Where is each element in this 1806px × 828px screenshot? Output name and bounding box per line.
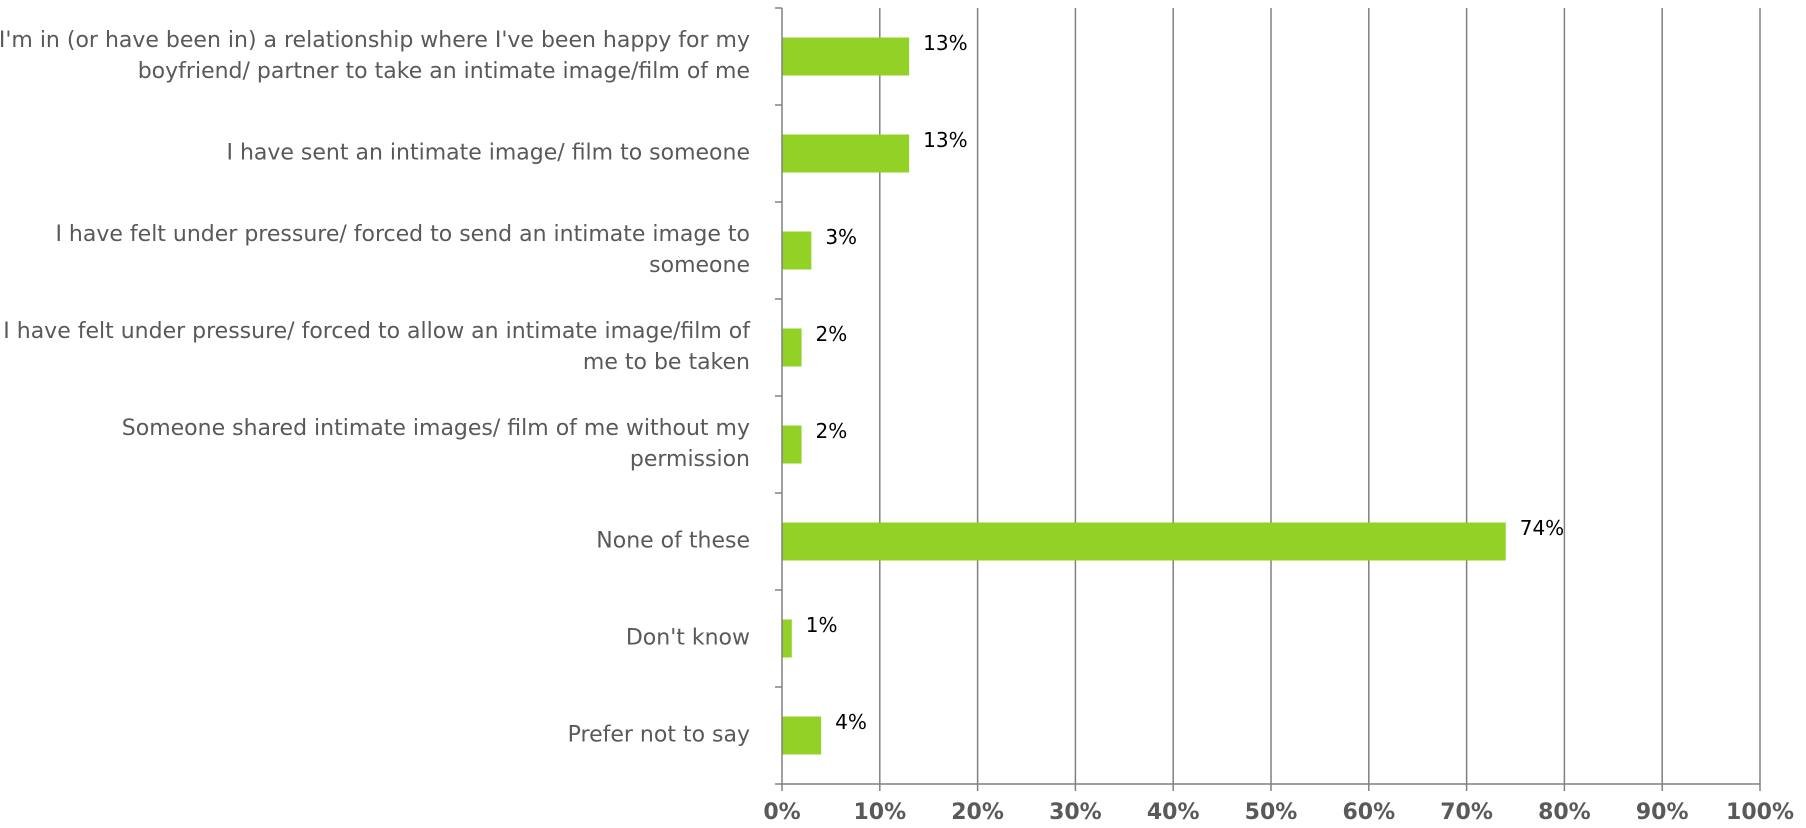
category-label-line: someone xyxy=(649,253,750,278)
axes xyxy=(775,7,1761,791)
category-label-line: Don't know xyxy=(626,626,750,651)
category-label-line: None of these xyxy=(596,529,750,554)
category-label-line: I'm in (or have been in) a relationship … xyxy=(0,28,750,53)
category-label: I'm in (or have been in) a relationship … xyxy=(0,28,750,84)
data-label: 74% xyxy=(1520,516,1564,540)
category-label: I have felt under pressure/ forced to al… xyxy=(3,319,751,375)
category-label: Don't know xyxy=(626,626,750,651)
x-tick-label: 0% xyxy=(763,800,800,825)
x-tick-label: 50% xyxy=(1245,800,1298,825)
category-label-line: Prefer not to say xyxy=(568,723,750,748)
data-label: 13% xyxy=(923,31,967,55)
x-tick-label: 30% xyxy=(1049,800,1102,825)
category-label: I have sent an intimate image/ film to s… xyxy=(226,141,750,166)
bar xyxy=(782,134,910,173)
data-label: 3% xyxy=(825,225,857,249)
category-label: Someone shared intimate images/ film of … xyxy=(122,416,750,472)
x-tick-label: 60% xyxy=(1342,800,1395,825)
x-tick-label: 100% xyxy=(1726,800,1794,825)
x-tick-label: 70% xyxy=(1440,800,1493,825)
x-tick-label: 80% xyxy=(1538,800,1591,825)
category-label: None of these xyxy=(596,529,750,554)
category-label-line: I have felt under pressure/ forced to al… xyxy=(3,319,751,344)
category-label-line: Someone shared intimate images/ film of … xyxy=(122,416,750,441)
bar xyxy=(782,425,802,464)
bar xyxy=(782,231,812,270)
gridlines xyxy=(879,8,1761,784)
category-label-line: boyfriend/ partner to take an intimate i… xyxy=(138,59,750,84)
bar xyxy=(782,716,822,755)
data-label: 1% xyxy=(806,613,838,637)
bars xyxy=(782,37,1506,755)
x-tick-label: 10% xyxy=(853,800,906,825)
bar xyxy=(782,522,1506,561)
category-label: I have felt under pressure/ forced to se… xyxy=(55,222,750,278)
category-label: Prefer not to say xyxy=(568,723,750,748)
category-label-line: me to be taken xyxy=(583,350,750,375)
category-label-line: permission xyxy=(630,447,750,472)
labels: 0% 10% 20% 30% 40% 50% 60% 70% 80% 90% 100% 13% I'm … xyxy=(0,28,1794,825)
data-label: 2% xyxy=(816,419,848,443)
category-label-line: I have felt under pressure/ forced to se… xyxy=(55,222,750,247)
x-tick-label: 40% xyxy=(1147,800,1200,825)
bar xyxy=(782,37,910,76)
category-label-line: I have sent an intimate image/ film to s… xyxy=(226,141,750,166)
data-label: 4% xyxy=(835,710,867,734)
bar xyxy=(782,619,792,658)
x-tick-label: 90% xyxy=(1636,800,1689,825)
bar xyxy=(782,328,802,367)
data-label: 2% xyxy=(816,322,848,346)
data-label: 13% xyxy=(923,128,967,152)
x-tick-label: 20% xyxy=(951,800,1004,825)
